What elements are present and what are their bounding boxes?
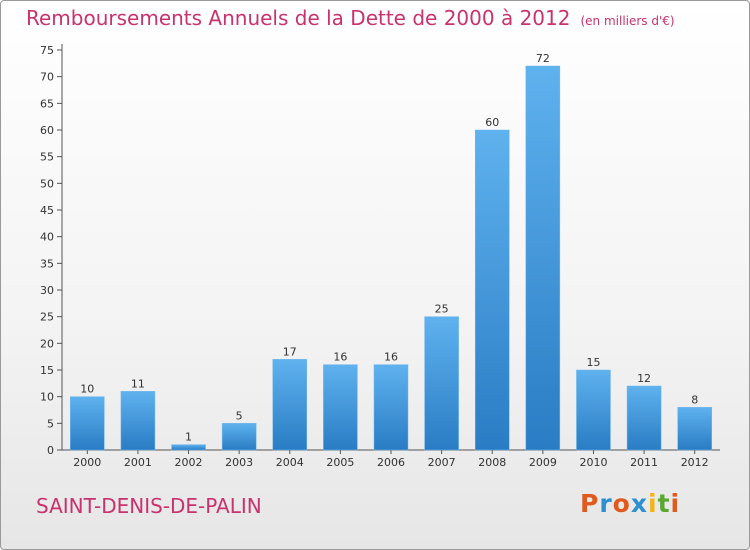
- data-label-2008: 60: [485, 116, 499, 129]
- data-label-2001: 11: [131, 377, 145, 390]
- commune-name: SAINT-DENIS-DE-PALIN: [36, 494, 262, 518]
- data-label-2004: 17: [283, 345, 297, 358]
- y-tick-label: 60: [40, 124, 54, 137]
- y-tick-label: 40: [40, 231, 54, 244]
- data-label-2012: 8: [691, 393, 698, 406]
- logo-letter: t: [657, 489, 671, 518]
- x-tick-label: 2002: [175, 456, 203, 469]
- data-label-2006: 16: [384, 351, 398, 364]
- x-tick-label: 2011: [630, 456, 658, 469]
- data-label-2000: 10: [80, 383, 94, 396]
- x-tick-label: 2003: [225, 456, 253, 469]
- data-label-2002: 1: [185, 431, 192, 444]
- logo-letter: x: [630, 489, 648, 518]
- x-tick-label: 2008: [478, 456, 506, 469]
- y-tick-label: 30: [40, 284, 54, 297]
- bar-2011: [626, 385, 662, 451]
- data-label-2005: 16: [333, 351, 347, 364]
- bar-2004: [272, 359, 308, 451]
- x-tick-label: 2001: [124, 456, 152, 469]
- chart-subtitle: (en milliers d'€): [580, 14, 675, 28]
- bar-2006: [373, 364, 409, 451]
- x-tick-label: 2000: [73, 456, 101, 469]
- logo-letter: i: [648, 489, 658, 518]
- y-tick-label: 45: [40, 204, 54, 217]
- bar-2012: [677, 407, 712, 451]
- data-label-2003: 5: [236, 409, 243, 422]
- y-tick-label: 55: [40, 151, 54, 164]
- bar-2003: [221, 423, 257, 451]
- bar-2002: [171, 444, 206, 451]
- bars: [70, 65, 712, 451]
- x-tick-label: 2012: [681, 456, 709, 469]
- bar-2007: [424, 316, 459, 451]
- y-tick-label: 75: [40, 44, 54, 57]
- chart-title: Remboursements Annuels de la Dette de 20…: [26, 6, 571, 30]
- y-tick-label: 10: [40, 391, 54, 404]
- bar-2010: [576, 369, 611, 451]
- x-tick-label: 2004: [276, 456, 304, 469]
- y-tick-label: 20: [40, 337, 54, 350]
- title-line: Remboursements Annuels de la Dette de 20…: [26, 6, 675, 30]
- logo-letter: i: [670, 489, 681, 518]
- proxiti-logo: Proxiti: [580, 489, 680, 518]
- bar-2000: [70, 396, 105, 451]
- y-tick-label: 65: [40, 97, 54, 110]
- x-tick-label: 2007: [428, 456, 456, 469]
- x-tick-label: 2010: [579, 456, 607, 469]
- data-label-2009: 72: [536, 52, 550, 65]
- bar-2009: [525, 65, 561, 451]
- y-tick-label: 0: [47, 444, 54, 457]
- x-tick-label: 2009: [529, 456, 557, 469]
- y-tick-label: 15: [40, 364, 54, 377]
- bar-2001: [120, 391, 156, 451]
- logo-letter: r: [599, 489, 613, 518]
- x-tick-label: 2005: [326, 456, 354, 469]
- data-label-2007: 25: [435, 303, 449, 316]
- data-label-2011: 12: [637, 372, 651, 385]
- y-tick-label: 70: [40, 71, 54, 84]
- y-tick-label: 25: [40, 311, 54, 324]
- y-tick-label: 35: [40, 257, 54, 270]
- data-label-2010: 15: [586, 356, 600, 369]
- logo-letter: P: [580, 489, 600, 518]
- y-tick-label: 5: [47, 417, 54, 430]
- bar-2005: [323, 364, 358, 451]
- bar-2008: [474, 129, 510, 451]
- logo-letter: o: [612, 489, 631, 518]
- y-tick-label: 50: [40, 177, 54, 190]
- x-tick-label: 2006: [377, 456, 405, 469]
